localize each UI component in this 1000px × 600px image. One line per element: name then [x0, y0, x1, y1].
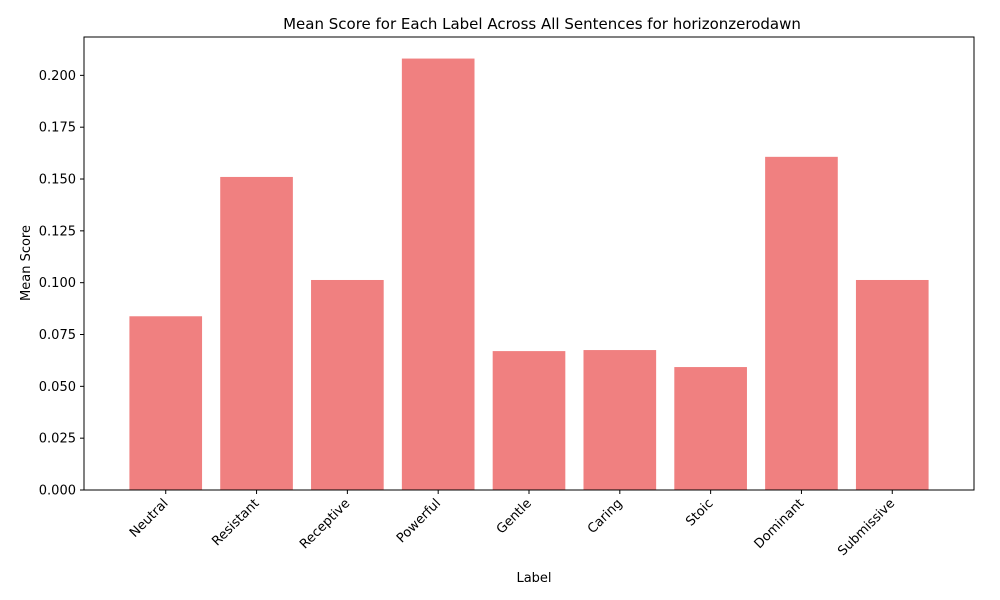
bar-stoic — [674, 367, 747, 490]
x-tick-label: Receptive — [297, 496, 353, 552]
x-tick-label: Dominant — [752, 496, 808, 552]
x-axis-ticks: Neutral Resistant Receptive Powerful Gentle C… — [127, 490, 898, 559]
y-axis-ticks: 0.000 0.025 0.050 0.075 0.100 0.125 0.150 0.175… — [39, 69, 84, 499]
bar-neutral — [129, 316, 203, 490]
bar-receptive — [311, 279, 384, 490]
x-tick-label: Powerful — [394, 496, 444, 546]
x-tick-label: Caring — [585, 496, 626, 537]
y-tick-label: 0.150 — [39, 173, 76, 188]
y-tick-label: 0.075 — [39, 328, 76, 343]
y-axis-label: Mean Score — [19, 225, 34, 301]
y-tick-label: 0.000 — [39, 484, 76, 499]
bar-submissive — [855, 279, 929, 490]
x-tick-label: Gentle — [494, 496, 535, 537]
y-tick-label: 0.050 — [39, 380, 76, 395]
bar-dominant — [765, 156, 838, 490]
chart-title: Mean Score for Each Label Across All Sen… — [283, 15, 801, 33]
y-tick-label: 0.125 — [39, 224, 76, 239]
bar-caring — [583, 350, 657, 490]
y-tick-label: 0.200 — [39, 69, 76, 84]
x-axis-label: Label — [516, 571, 551, 586]
x-tick-label: Resistant — [209, 496, 262, 549]
bars-group — [129, 58, 929, 491]
bar-powerful — [401, 58, 475, 491]
plot-frame — [83, 36, 975, 491]
y-tick-label: 0.025 — [39, 432, 76, 447]
bar-resistant — [220, 176, 293, 490]
x-tick-label: Neutral — [127, 496, 172, 541]
x-tick-label: Stoic — [683, 496, 716, 529]
y-tick-label: 0.175 — [39, 121, 76, 136]
y-tick-label: 0.100 — [39, 276, 76, 291]
bar-gentle — [492, 351, 566, 490]
x-tick-label: Submissive — [835, 496, 898, 559]
